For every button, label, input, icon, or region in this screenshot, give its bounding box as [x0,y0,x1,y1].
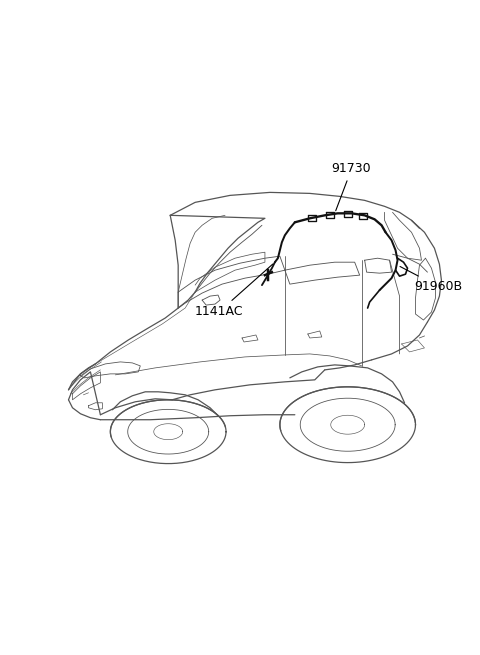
Text: 1141AC: 1141AC [195,264,273,318]
Text: 91960B: 91960B [400,267,463,293]
Text: 91730: 91730 [332,162,372,211]
